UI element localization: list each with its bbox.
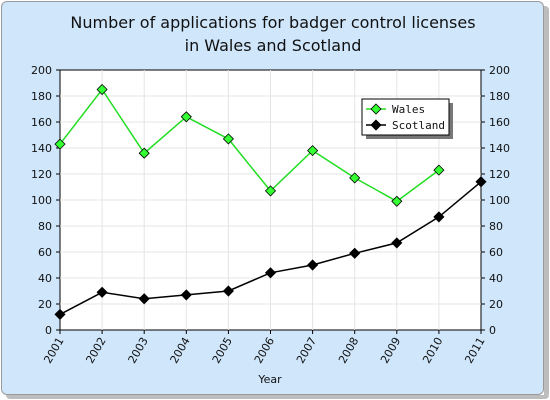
legend-marker-scotland [370,119,382,131]
y-tick-label-left-80: 80 [38,220,52,233]
y-tick-label-right-180: 180 [489,90,510,103]
x-tick-label-2008: 2008 [336,335,361,366]
y-tick-label-right-160: 160 [489,116,510,129]
y-tick-label-left-180: 180 [31,90,52,103]
data-point-wales-2002 [96,83,108,96]
y-tick-label-right-200: 200 [489,64,510,77]
chart-title-line-1: Number of applications for badger contro… [70,13,475,32]
x-tick-label-2005: 2005 [210,335,235,366]
data-point-scotland-2005 [222,285,234,297]
y-tick-label-right-80: 80 [489,220,503,233]
data-point-scotland-2009 [391,237,403,249]
y-tick-label-right-120: 120 [489,168,510,181]
legend-marker-wales [370,103,382,115]
y-axis-left: 0 20 40 60 80 100 120 140 160 180 200 [31,64,60,337]
y-tick-label-left-20: 20 [38,298,52,311]
frame-shadow-bottom [6,395,549,399]
y-tick-label-right-0: 0 [489,324,496,337]
data-point-wales-2006 [264,185,277,197]
grid-lines [60,70,481,330]
data-point-scotland-2010 [433,211,445,223]
y-tick-label-left-0: 0 [45,324,52,337]
y-tick-label-left-120: 120 [31,168,52,181]
x-tick-label-2011: 2011 [462,335,487,366]
data-point-scotland-2003 [138,293,150,305]
y-tick-label-left-140: 140 [31,142,52,155]
y-tick-label-right-40: 40 [489,272,503,285]
x-axis: 2001 2002 2003 2004 2005 2006 2007 2008 2009 2010… [41,330,488,366]
data-point-scotland-2006 [264,267,277,279]
y-tick-label-left-200: 200 [31,64,52,77]
y-axis-right: 0 20 40 60 80 100 120 140 160 180 200 [481,64,510,337]
legend-label-wales: Wales [392,103,425,116]
data-point-scotland-2007 [307,259,319,271]
data-point-wales-2005 [222,133,234,145]
data-point-wales-2009 [391,195,403,207]
data-point-scotland-2008 [349,247,361,259]
data-point-scotland-2002 [96,286,108,298]
data-point-wales-2010 [433,164,445,176]
chart-title-line-2: in Wales and Scotland [185,36,362,55]
data-point-wales-2007 [307,145,319,157]
data-point-wales-2004 [180,111,192,123]
legend-label-scotland: Scotland [392,119,445,132]
data-point-scotland-2004 [180,289,192,301]
x-tick-label-2006: 2006 [252,335,277,366]
y-tick-label-left-60: 60 [38,246,52,259]
y-tick-label-right-20: 20 [489,298,503,311]
x-tick-label-2004: 2004 [168,335,193,366]
data-point-scotland-2001 [54,308,66,320]
legend: Wales Scotland [361,98,453,139]
data-point-wales-2003 [138,147,150,159]
data-point-wales-2008 [349,172,361,184]
x-axis-label: Year [257,373,282,386]
x-tick-label-2010: 2010 [420,335,445,366]
frame-shadow-right [544,6,549,397]
x-tick-label-2001: 2001 [41,335,66,366]
series-line-wales [59,88,440,203]
series-group [54,83,487,320]
y-tick-label-right-100: 100 [489,194,510,207]
y-tick-label-right-60: 60 [489,246,503,259]
y-tick-label-right-140: 140 [489,142,510,155]
y-tick-label-left-100: 100 [31,194,52,207]
data-point-scotland-2011 [475,176,487,188]
data-point-wales-2001 [54,138,66,150]
y-tick-label-left-160: 160 [31,116,52,129]
x-tick-label-2007: 2007 [294,335,319,366]
x-tick-label-2009: 2009 [378,335,403,366]
x-tick-label-2002: 2002 [83,335,108,366]
y-tick-label-left-40: 40 [38,272,52,285]
x-tick-label-2003: 2003 [126,335,151,366]
